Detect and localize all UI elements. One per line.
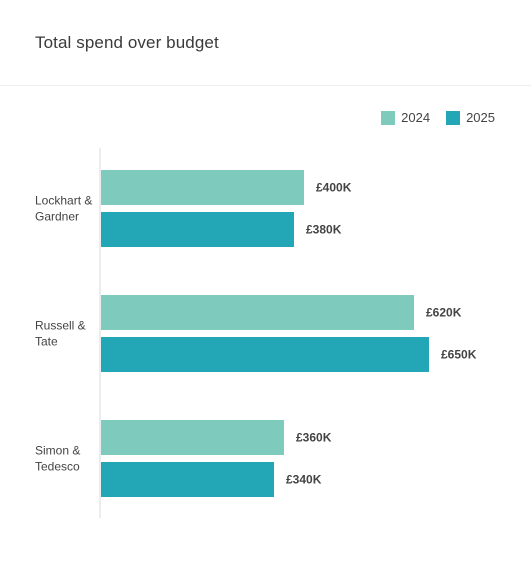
category-label: Russell & Tate xyxy=(35,319,86,349)
data-label: £360K xyxy=(296,431,332,445)
bar-2024[interactable] xyxy=(101,420,284,455)
chart-title: Total spend over budget xyxy=(35,33,219,52)
bar-2025[interactable] xyxy=(101,212,294,247)
data-label: £620K xyxy=(426,306,462,320)
legend-swatch-2025 xyxy=(446,110,461,125)
legend-label-2024: 2024 xyxy=(401,110,431,125)
data-label: £400K xyxy=(316,181,352,195)
legend-item-2024[interactable]: 2024 xyxy=(381,110,430,125)
bar-2024[interactable] xyxy=(101,295,414,330)
legend-label-2025: 2025 xyxy=(466,110,495,125)
data-label: £380K xyxy=(306,223,342,237)
bar-2025[interactable] xyxy=(101,337,429,372)
data-label: £340K xyxy=(286,473,322,487)
category-label: Lockhart & Gardner xyxy=(35,194,92,224)
card-header xyxy=(0,0,531,86)
legend-swatch-2024 xyxy=(381,110,396,125)
bar-2025[interactable] xyxy=(101,462,274,497)
chart-legend: 2024 2025 xyxy=(381,110,495,125)
category-label: Simon & Tedesco xyxy=(35,444,80,474)
legend-item-2025[interactable]: 2025 xyxy=(446,110,495,125)
data-label: £650K xyxy=(441,348,477,362)
bar-2024[interactable] xyxy=(101,170,304,205)
